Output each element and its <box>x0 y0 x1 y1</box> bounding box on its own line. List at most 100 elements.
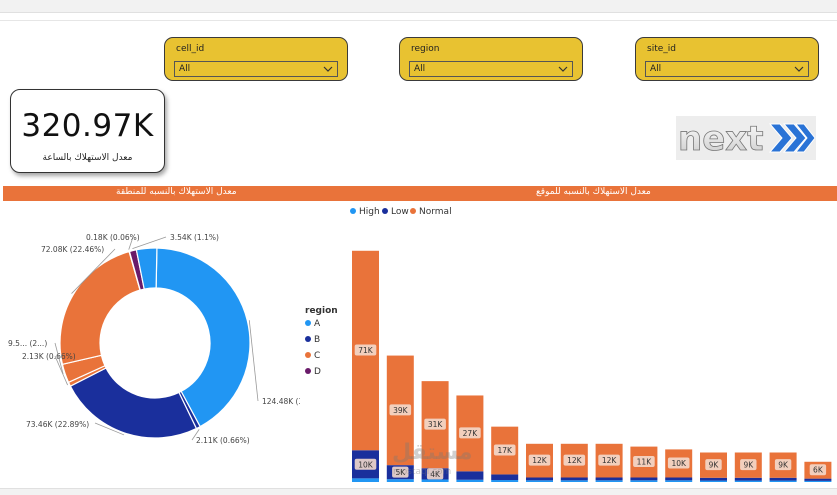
bar-value-label: 9K <box>709 461 720 470</box>
legend-dot <box>305 319 311 326</box>
bar-segment-low[interactable] <box>734 477 762 481</box>
bar-segment-high[interactable] <box>769 480 797 482</box>
logo-text: next <box>678 119 763 159</box>
bar-segment-high[interactable] <box>595 480 623 482</box>
legend-label: C <box>314 351 321 361</box>
bar-segment-low[interactable] <box>595 477 623 481</box>
legend-dot <box>382 207 388 214</box>
data-label-bg <box>392 466 409 478</box>
bar-segment-low[interactable] <box>769 477 797 481</box>
leader-line <box>248 320 259 402</box>
donut-slice[interactable] <box>59 250 141 365</box>
data-label-bg <box>774 459 792 471</box>
data-label-bg <box>493 444 516 456</box>
top-bar <box>0 0 837 13</box>
dropdown-value: All <box>650 64 662 74</box>
slicer-cell-id[interactable]: cell_id All <box>164 37 348 81</box>
legend-item-high[interactable]: High <box>350 207 380 217</box>
left-section-title: معدل الاستهلاك بالنسبه للمنطقة <box>116 187 237 197</box>
bar-segment-high[interactable] <box>560 480 588 482</box>
legend-dot <box>350 207 356 214</box>
legend-item-normal[interactable]: Normal <box>410 207 452 217</box>
bar-segment-low[interactable] <box>560 477 588 481</box>
slicer-site-id[interactable]: site_id All <box>635 37 819 81</box>
chevron-down-icon <box>558 66 568 72</box>
divider <box>0 20 837 21</box>
data-label-bg <box>424 418 446 430</box>
bar-segment-low[interactable] <box>804 478 832 481</box>
data-label-bg <box>354 458 377 470</box>
leader-line <box>54 355 68 386</box>
bar-segment-high[interactable] <box>386 479 414 482</box>
legend-item-low[interactable]: Low <box>382 207 409 217</box>
bar-segment-high[interactable] <box>352 478 379 482</box>
slice-data-label: 3.54K (1.1%) <box>170 233 219 242</box>
leader-line <box>94 422 125 436</box>
donut-slice[interactable] <box>135 247 158 290</box>
cell-id-dropdown[interactable]: All <box>174 61 338 77</box>
watermark-url: mostaql.com <box>393 467 452 477</box>
bar-segment-high[interactable] <box>421 479 449 482</box>
bar-value-label: 12K <box>532 456 548 465</box>
legend-dot <box>305 367 311 374</box>
section-header-band: معدل الاستهلاك بالنسبه للمنطقة معدل الاس… <box>3 186 837 201</box>
legend-label: D <box>314 367 321 377</box>
bar-value-label: 11K <box>637 458 653 467</box>
data-label-bg <box>667 457 690 469</box>
data-label-bg <box>809 464 827 476</box>
data-label-bg <box>563 454 586 466</box>
bar-segment-low[interactable] <box>456 471 484 480</box>
slicer-label: region <box>411 44 440 54</box>
slice-data-label: 2.11K (0.66%) <box>196 436 250 445</box>
region-donut-chart[interactable]: 124.48K (38.78%) 2.11K (0.66%) 73.46K (22.… <box>0 215 300 485</box>
bar-segment-low[interactable] <box>700 477 727 481</box>
bar-value-label: 12K <box>602 456 618 465</box>
bar-value-label: 6K <box>813 466 824 475</box>
leader-line <box>132 236 167 250</box>
donut-slice[interactable] <box>69 367 198 439</box>
legend-item-a[interactable]: A <box>305 319 320 329</box>
data-label-bg <box>598 454 620 466</box>
legend-item-d[interactable]: D <box>305 367 321 377</box>
watermark: مستقل <box>392 440 473 465</box>
bar-value-label: 9K <box>743 461 754 470</box>
bar-value-label: 12K <box>567 456 583 465</box>
bar-segment-high[interactable] <box>734 480 762 482</box>
region-dropdown[interactable]: All <box>409 61 573 77</box>
slice-data-label: 124.48K (38.78%) <box>262 397 300 406</box>
data-label-bg <box>633 456 655 468</box>
bar-segment-high[interactable] <box>456 479 484 482</box>
slicer-region[interactable]: region All <box>399 37 583 81</box>
bar-segment-high[interactable] <box>804 480 832 482</box>
site-bar-chart[interactable]: 71K 10K 39K 5K 31K 4K 27K 17K 12K 12K 12K 11K 10K 9K 9… <box>345 218 835 488</box>
leader-line <box>128 236 134 250</box>
bar-segment-low[interactable] <box>665 477 693 481</box>
bottom-bar <box>0 488 837 495</box>
legend-item-c[interactable]: C <box>305 351 320 361</box>
bar-segment-high[interactable] <box>700 480 727 482</box>
bar-low-value-label: 10K <box>358 460 374 469</box>
site-id-dropdown[interactable]: All <box>645 61 809 77</box>
data-label-bg <box>705 459 722 471</box>
slicer-label: site_id <box>647 44 676 54</box>
bar-segment-low[interactable] <box>630 477 658 481</box>
kpi-caption: معدل الاستهلاك بالساعة <box>42 153 133 163</box>
bar-segment-high[interactable] <box>526 480 553 482</box>
bar-value-label: 27K <box>463 429 479 438</box>
bar-value-label: 17K <box>497 446 513 455</box>
legend-item-b[interactable]: B <box>305 335 320 345</box>
bar-segment-high[interactable] <box>630 480 658 482</box>
bar-segment-low[interactable] <box>491 474 519 481</box>
bar-segment-high[interactable] <box>665 480 693 482</box>
chevron-down-icon <box>794 66 804 72</box>
bar-segment-low[interactable] <box>526 477 553 481</box>
slicer-label: cell_id <box>176 44 205 54</box>
bar-value-label: 31K <box>428 420 444 429</box>
bar-segment-high[interactable] <box>491 480 519 482</box>
donut-slice[interactable] <box>155 247 251 428</box>
right-section-title: معدل الاستهلاك بالنسبه للموقع <box>536 187 651 197</box>
legend-dot <box>305 351 311 358</box>
slice-data-label: 0.18K (0.06%) <box>86 233 140 242</box>
bar-value-label: 39K <box>393 406 409 415</box>
slice-data-label: 2.13K (0.66%) <box>22 352 76 361</box>
